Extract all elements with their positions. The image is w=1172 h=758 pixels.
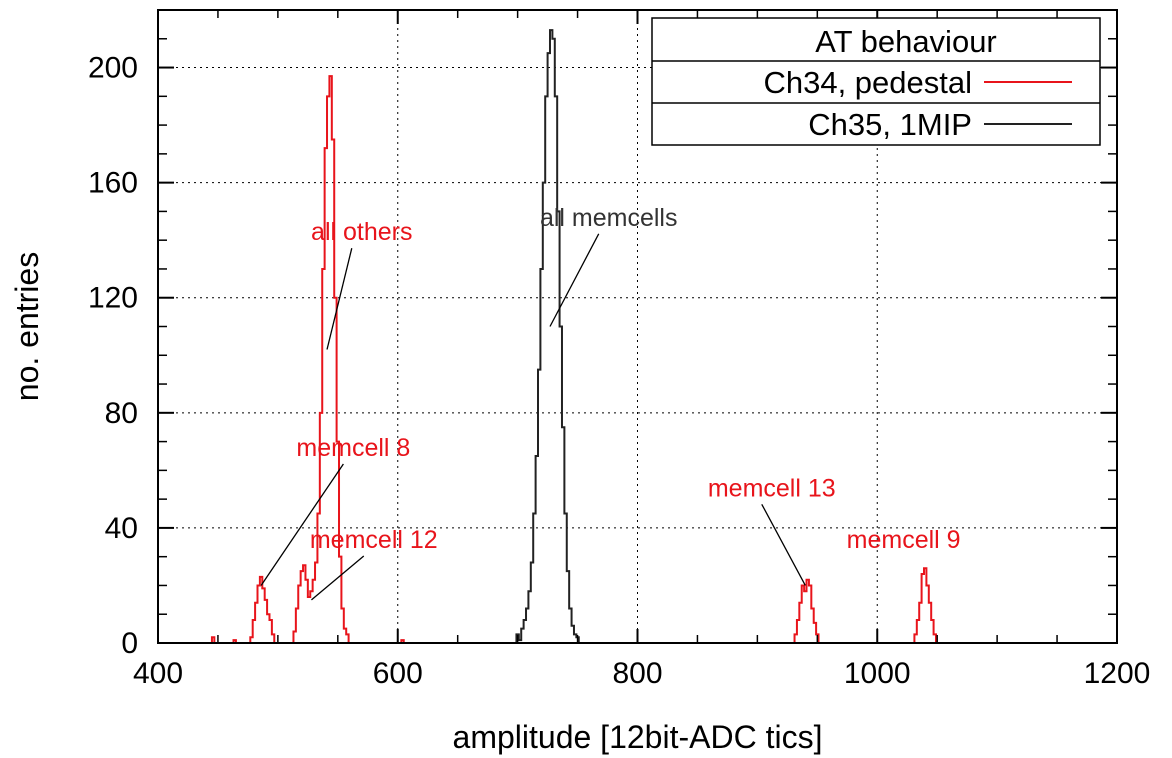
y-tick-label: 40: [105, 512, 138, 545]
annotation-label: all memcells: [540, 204, 678, 232]
annotation-label: memcell 12: [310, 526, 438, 554]
annotation-label: memcell 13: [708, 474, 836, 502]
x-tick-label: 600: [373, 657, 423, 690]
y-axis-title: no. entries: [9, 252, 45, 401]
annotation-pointer-line: [549, 233, 600, 327]
legend-title: AT behaviour: [815, 24, 997, 59]
annotation-label: all others: [311, 218, 412, 246]
legend-entry-pedestal: Ch34, pedestal: [763, 65, 972, 100]
annotation-label: memcell 9: [847, 526, 961, 554]
annotation-pointer-line: [326, 248, 353, 350]
tick-labels: 400 600 800 1000 1200 0 40 80 120 160 200: [88, 52, 1150, 690]
annotation-pointer-line: [311, 555, 365, 601]
x-tick-label: 400: [133, 657, 183, 690]
x-axis-title: amplitude [12bit-ADC tics]: [453, 719, 823, 755]
y-tick-label: 0: [121, 627, 138, 660]
y-tick-label: 200: [88, 52, 138, 85]
x-tick-label: 800: [612, 657, 662, 690]
series-layer: [209, 29, 939, 644]
x-tick-label: 1000: [844, 657, 911, 690]
series-line-pedestal: [209, 75, 939, 644]
annotation-layer: all others all memcells memcell 8 memcell 1…: [260, 204, 961, 601]
y-tick-label: 80: [105, 397, 138, 430]
legend: AT behaviour Ch34, pedestal Ch35, 1MIP: [651, 17, 1101, 146]
annotation-pointer-line: [260, 463, 344, 586]
annotation-pointer-line: [761, 503, 806, 586]
axis-ticks: [157, 9, 1118, 644]
x-tick-label: 1200: [1084, 657, 1151, 690]
series-line-1mip: [514, 29, 582, 644]
y-tick-label: 160: [88, 167, 138, 200]
legend-entry-1mip: Ch35, 1MIP: [808, 107, 972, 142]
y-tick-label: 120: [88, 282, 138, 315]
annotation-label: memcell 8: [296, 434, 410, 462]
